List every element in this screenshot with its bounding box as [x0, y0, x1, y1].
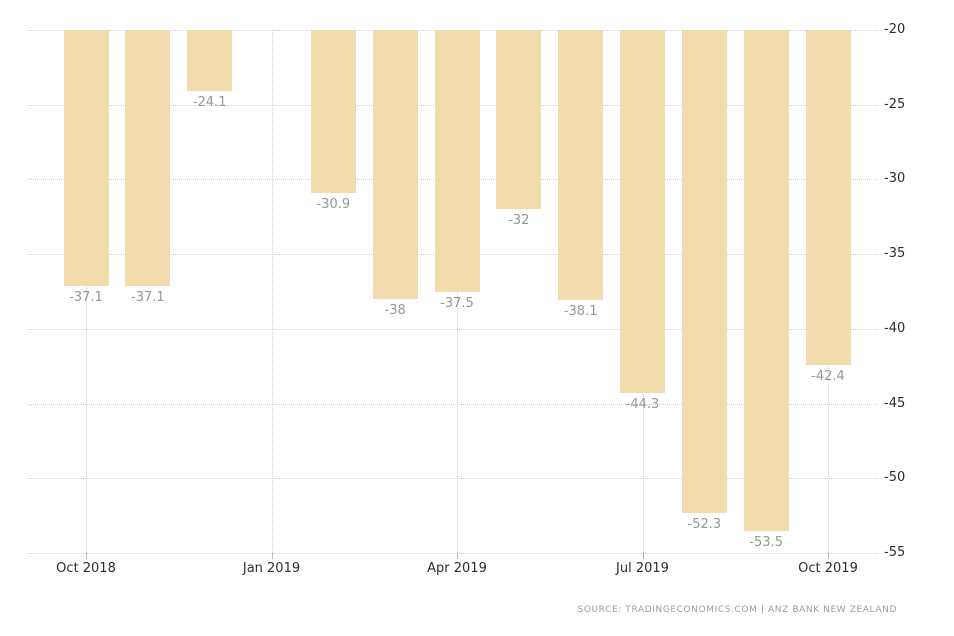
bar-value-label: -52.3	[687, 516, 722, 532]
bar-nov-2018[interactable]	[125, 30, 171, 286]
bar-value-label: -38.1	[563, 304, 598, 320]
bar-sep-2019[interactable]	[743, 30, 789, 531]
bar-value-label: -53.5	[749, 534, 783, 550]
bar-value-label: -37.5	[440, 295, 474, 311]
bar-value-label: -37.1	[69, 289, 103, 305]
bar-oct-2019[interactable]	[805, 30, 851, 365]
x-axis-tick-label: Oct 2019	[798, 561, 858, 576]
y-gridline	[28, 478, 878, 480]
x-gridline	[86, 30, 87, 553]
bar-feb-2019[interactable]	[310, 30, 356, 193]
bar-value-label: -44.3	[625, 397, 660, 413]
x-axis-tick-mark	[828, 553, 829, 559]
bar-jul-2019[interactable]	[620, 30, 665, 394]
y-gridline	[28, 553, 878, 554]
x-gridline	[457, 30, 458, 553]
bar-value-label: -32	[508, 213, 530, 229]
bar-may-2019[interactable]	[496, 30, 542, 210]
bar-value-label: -24.1	[192, 95, 227, 111]
x-axis-tick-label: Jan 2019	[242, 561, 301, 576]
bar-apr-2019[interactable]	[434, 30, 480, 292]
bar-value-label: -37.1	[131, 289, 165, 305]
bar-value-label: -38	[384, 302, 406, 318]
x-axis-tick-label: Apr 2019	[427, 561, 487, 576]
source-attribution: SOURCE: TRADINGECONOMICS.COM | ANZ BANK …	[577, 605, 897, 615]
bar-value-label: -42.4	[811, 368, 845, 384]
bar-mar-2019[interactable]	[372, 30, 418, 299]
x-axis-tick-mark	[642, 553, 644, 559]
y-axis-tick-label: -20	[884, 22, 906, 37]
x-axis-tick-label: Oct 2018	[56, 561, 116, 576]
x-axis-tick-mark	[86, 553, 87, 559]
y-axis-tick-label: -55	[884, 545, 906, 560]
x-gridline	[271, 30, 273, 553]
bar-oct-2018[interactable]	[63, 30, 109, 286]
y-gridline	[28, 328, 878, 330]
y-gridline	[28, 403, 878, 405]
y-axis-tick-label: -40	[884, 320, 906, 336]
y-axis-tick-label: -30	[884, 171, 906, 187]
y-axis-tick-label: -50	[884, 470, 906, 486]
bar-jun-2019[interactable]	[558, 30, 604, 301]
bar-aug-2019[interactable]	[681, 30, 727, 513]
y-axis-tick-label: -45	[884, 395, 906, 411]
x-axis-tick-label: Jul 2019	[616, 561, 669, 576]
bar-value-label: -30.9	[316, 196, 351, 212]
y-axis-tick-label: -25	[884, 96, 906, 112]
y-axis-tick-label: -35	[884, 246, 906, 262]
bar-dec-2018[interactable]	[187, 30, 233, 92]
x-axis-tick-mark	[457, 553, 458, 559]
x-axis-tick-mark	[271, 553, 273, 559]
